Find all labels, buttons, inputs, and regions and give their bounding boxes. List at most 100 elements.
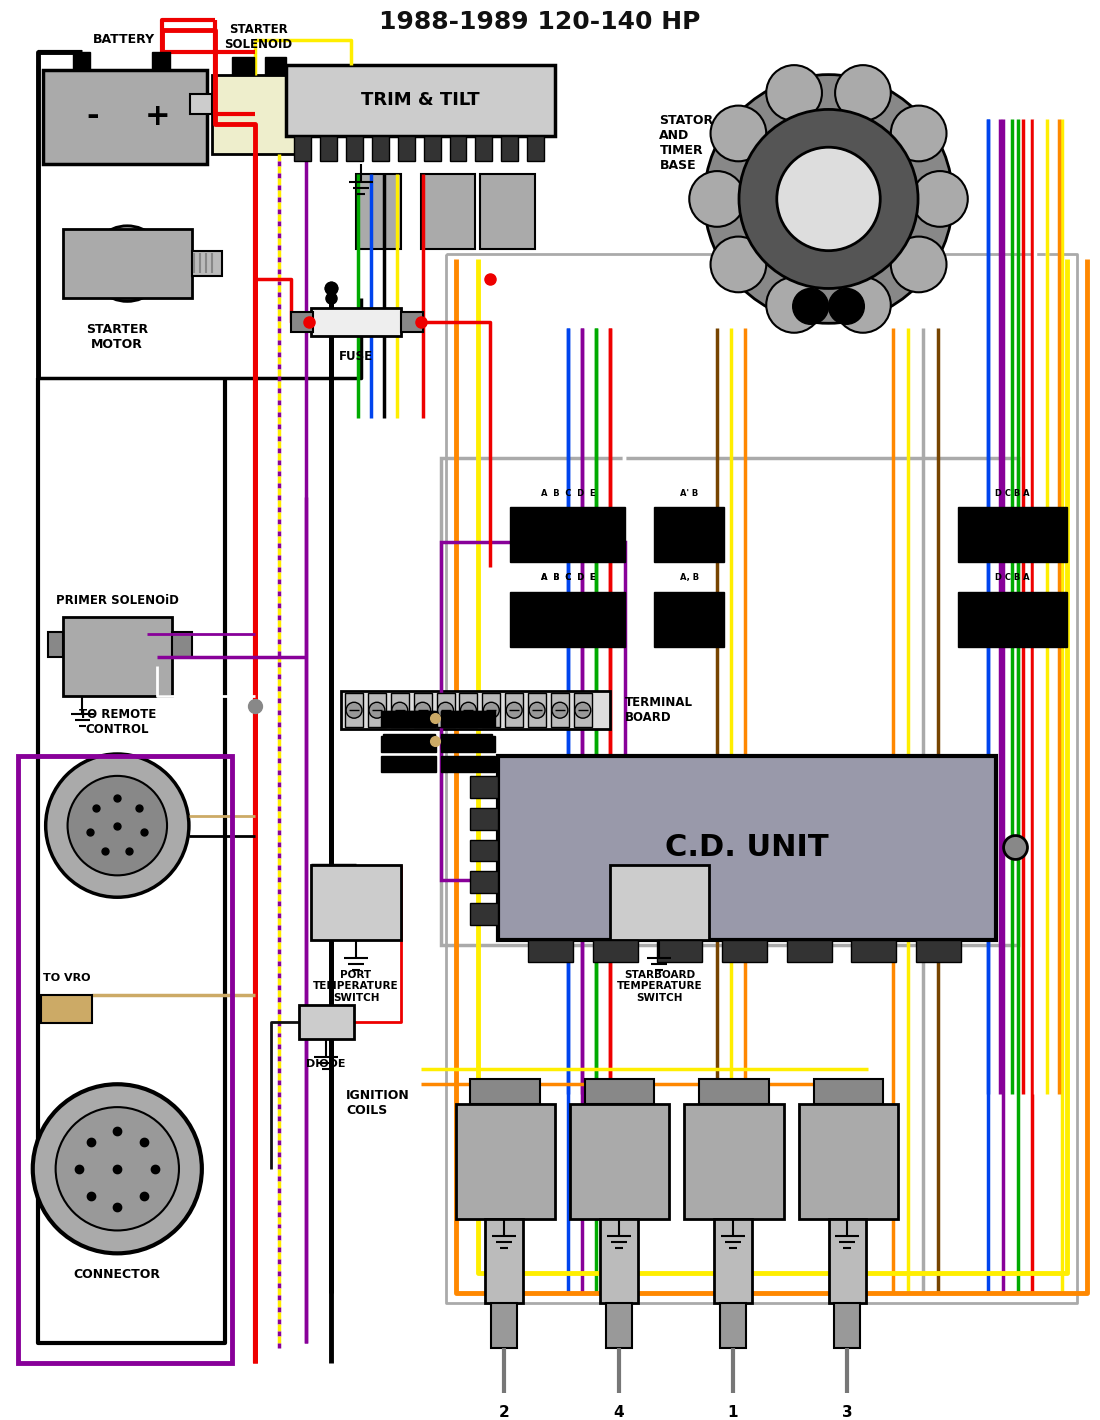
Text: STARBOARD
TEMPERATURE
SWITCH: STARBOARD TEMPERATURE SWITCH	[617, 970, 702, 1003]
Bar	[311, 308, 400, 337]
Bar	[958, 507, 1067, 562]
Bar	[441, 457, 1018, 944]
Bar	[295, 136, 311, 160]
Text: A, B: A, B	[680, 574, 698, 582]
Bar	[73, 51, 90, 70]
Bar	[714, 1218, 752, 1304]
Bar	[18, 755, 232, 1363]
Text: TERMINAL
BOARD: TERMINAL BOARD	[625, 696, 693, 724]
Circle shape	[739, 109, 918, 288]
Circle shape	[777, 148, 880, 251]
Bar	[450, 136, 466, 160]
Text: CONNECTOR: CONNECTOR	[74, 1268, 161, 1281]
Bar	[828, 1218, 867, 1304]
Text: BATTERY: BATTERY	[94, 33, 155, 47]
Bar	[658, 940, 702, 961]
Bar	[471, 775, 498, 798]
Bar	[481, 175, 535, 248]
Bar	[441, 711, 495, 727]
Bar	[43, 70, 207, 165]
Bar	[47, 632, 63, 656]
Bar	[528, 693, 546, 727]
Text: 2: 2	[499, 1404, 509, 1420]
Text: C.D. UNIT: C.D. UNIT	[666, 834, 828, 862]
Circle shape	[483, 703, 499, 719]
Bar	[471, 1079, 540, 1105]
Circle shape	[835, 277, 891, 332]
Bar	[510, 592, 625, 646]
Circle shape	[33, 1085, 201, 1254]
Bar	[381, 736, 436, 753]
Bar	[398, 136, 415, 160]
Text: A  B  C  D  E: A B C D E	[540, 574, 595, 582]
Bar	[356, 175, 400, 248]
Circle shape	[67, 775, 167, 875]
Bar	[346, 136, 363, 160]
Circle shape	[368, 703, 385, 719]
Bar	[441, 755, 495, 772]
Bar	[471, 839, 498, 862]
Bar	[700, 1079, 769, 1105]
Circle shape	[767, 277, 822, 332]
Bar	[606, 1304, 631, 1348]
Circle shape	[552, 703, 568, 719]
Text: A  B  C  D  E: A B C D E	[540, 488, 595, 498]
Text: TO REMOTE
CONTROL: TO REMOTE CONTROL	[79, 709, 156, 736]
Text: PRIMER SOLENOiD: PRIMER SOLENOiD	[56, 595, 178, 608]
Bar	[400, 312, 422, 332]
Text: PORT
TEMPERATURE
SWITCH: PORT TEMPERATURE SWITCH	[314, 970, 399, 1003]
Bar	[585, 1079, 654, 1105]
Circle shape	[1003, 835, 1027, 859]
Bar	[41, 995, 92, 1022]
Text: 1988-1989 120-140 HP: 1988-1989 120-140 HP	[379, 10, 701, 34]
Bar	[441, 711, 493, 726]
Bar	[471, 903, 498, 924]
Bar	[341, 692, 609, 728]
Text: FUSE: FUSE	[339, 351, 373, 364]
Text: D C B A: D C B A	[996, 488, 1030, 498]
Bar	[958, 592, 1067, 646]
Bar	[292, 312, 313, 332]
Circle shape	[46, 754, 189, 897]
Bar	[441, 736, 495, 753]
Bar	[306, 95, 328, 115]
Bar	[654, 507, 724, 562]
Circle shape	[461, 703, 476, 719]
Text: TRIM & TILT: TRIM & TILT	[362, 91, 480, 109]
Bar	[600, 1218, 638, 1304]
Bar	[420, 175, 475, 248]
Bar	[722, 940, 767, 961]
Bar	[916, 940, 960, 961]
Bar	[835, 1304, 860, 1348]
Circle shape	[793, 288, 828, 324]
Text: DIODE: DIODE	[307, 1059, 345, 1069]
Text: -: -	[86, 102, 99, 131]
Bar	[383, 734, 434, 748]
Circle shape	[767, 65, 822, 121]
Text: 1: 1	[728, 1404, 738, 1420]
Bar	[232, 57, 254, 75]
Bar	[441, 542, 625, 880]
Bar	[63, 616, 172, 696]
Circle shape	[506, 703, 522, 719]
Circle shape	[529, 703, 544, 719]
Bar	[851, 940, 896, 961]
Bar	[574, 693, 592, 727]
Circle shape	[828, 288, 865, 324]
Bar	[345, 693, 363, 727]
Text: +: +	[144, 102, 169, 131]
Bar	[390, 693, 409, 727]
Bar	[172, 632, 191, 656]
Circle shape	[704, 75, 953, 324]
Bar	[475, 136, 493, 160]
Text: TO VRO: TO VRO	[43, 973, 90, 983]
Circle shape	[891, 105, 946, 162]
Bar	[437, 693, 454, 727]
Bar	[528, 940, 573, 961]
Text: 4: 4	[614, 1404, 624, 1420]
Circle shape	[438, 703, 453, 719]
Bar	[654, 592, 724, 646]
Text: STARTER
SOLENOID: STARTER SOLENOID	[224, 23, 293, 51]
Bar	[786, 940, 832, 961]
Circle shape	[711, 105, 767, 162]
